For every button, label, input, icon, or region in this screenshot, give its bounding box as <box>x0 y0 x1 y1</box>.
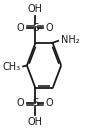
Text: S: S <box>32 98 39 108</box>
Text: OH: OH <box>28 117 43 127</box>
Text: O: O <box>16 23 24 33</box>
Text: OH: OH <box>28 4 43 14</box>
Text: NH₂: NH₂ <box>61 35 79 45</box>
Text: O: O <box>16 98 24 108</box>
Text: CH₃: CH₃ <box>2 62 21 72</box>
Text: O: O <box>46 23 53 33</box>
Text: O: O <box>46 98 53 108</box>
Text: S: S <box>32 23 39 33</box>
